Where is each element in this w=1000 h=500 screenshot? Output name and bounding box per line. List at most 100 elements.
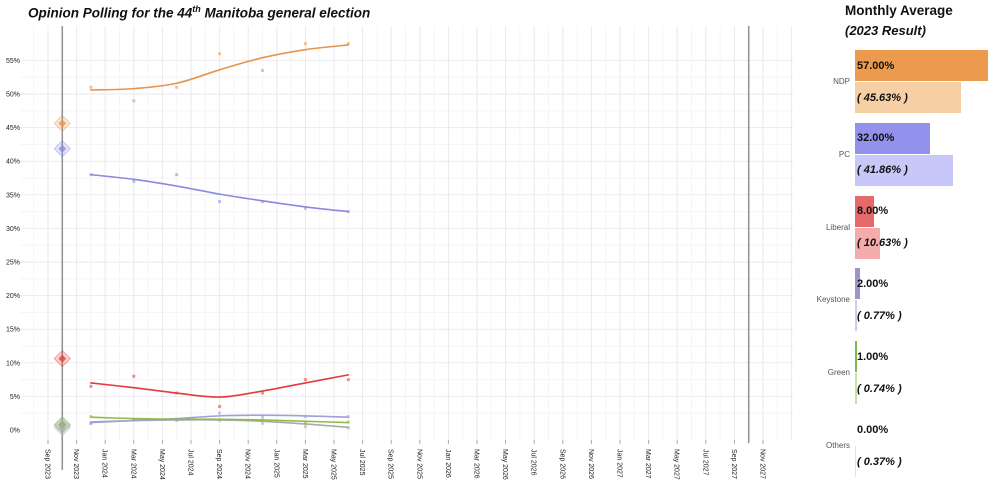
trend-line-green [90,416,350,424]
poll-point [132,179,136,183]
poll-point [346,378,350,382]
election-result-value: ( 41.86% ) [857,164,908,177]
series-ndp [89,42,350,103]
monthly-average-value: 2.00% [857,277,889,290]
x-tick-label: Mar 2027 [644,449,651,479]
x-tick-label: Mar 2025 [301,449,308,479]
x-tick-label: May 2027 [673,449,680,480]
series-pc [89,173,350,214]
x-tick-label: Jul 2025 [358,449,365,476]
panel-subtitle: (2023 Result) [845,23,926,38]
result-diamond-inner [58,354,67,363]
monthly-average-value: 32.00% [857,132,895,145]
x-tick-label: Jan 2027 [616,449,623,478]
poll-point [303,206,307,210]
chart-title-prefix: Opinion Polling for the 44 [28,5,193,21]
election-result-bar [855,227,880,259]
party-group-liberal: Liberal 8.00% ( 10.63% ) [800,195,1000,260]
y-tick-label: 5% [10,394,20,401]
gridlines [20,26,793,440]
chart-title-suffix: Manitoba general election [200,5,371,21]
y-tick-label: 25% [6,260,20,267]
polling-trend-chart: Sep 2023 Nov 2023 Jan 2024 Mar 2024 May 2024… [6,26,793,480]
party-label: Keystone [816,295,850,305]
poll-point [303,421,307,425]
election-result-value: ( 45.63% ) [857,91,908,104]
x-tick-label: Sep 2023 [44,449,51,479]
chart-title: Opinion Polling for the 44th Manitoba ge… [28,4,370,21]
x-tick-label: Sep 2026 [558,449,565,479]
x-tick-label: May 2025 [330,449,337,480]
x-tick-label: Nov 2027 [759,449,766,479]
monthly-average-bar [855,268,860,300]
poll-point [175,85,179,89]
y-tick-label: 10% [6,360,20,367]
x-tick-label: Sep 2027 [730,449,737,479]
poll-point [89,384,93,388]
poll-point [132,418,136,422]
result-diamond-inner [58,423,67,432]
x-tick-label: Jan 2026 [444,449,451,478]
monthly-average-bar [855,341,858,373]
election-result-bar [855,82,962,113]
chart-title-superscript: th [192,4,201,14]
election-result-value: ( 0.37% ) [857,455,902,468]
y-tick-label: 50% [6,92,20,99]
x-tick-label: Jan 2024 [101,449,108,478]
party-label: Green [827,368,850,378]
x-tick-label: Jan 2025 [272,449,279,478]
y-tick-label: 45% [6,125,20,132]
poll-point [175,173,179,177]
party-label: PC [838,149,850,159]
election-result-bar [855,154,953,186]
series-liberal [89,374,350,408]
poll-point [218,200,222,204]
y-tick-label: 35% [6,192,20,199]
monthly-average-bar [855,122,930,154]
monthly-average-panel: Monthly Average (2023 Result) NDP 57.00% (… [800,0,1000,500]
x-tick-label: May 2024 [158,449,165,480]
poll-point [346,42,350,46]
election-result-value: ( 0.74% ) [857,382,902,395]
trend-line-ndp [90,44,350,91]
poll-point [261,421,264,425]
x-tick-label: Mar 2026 [473,449,480,479]
poll-point [261,68,264,72]
y-tick-label: 0% [10,428,20,435]
x-tick-label: Sep 2024 [215,449,222,479]
party-group-keystone: Keystone 2.00% ( 0.77% ) [800,268,1000,332]
y-tick-label: 55% [6,58,20,65]
poll-point [303,378,307,382]
y-axis-labels: 0% 5% 10% 15% 20% 25% 30% 35% 40% 45% 50% 55% [6,58,20,435]
monthly-average-value: 1.00% [857,350,889,363]
x-tick-label: Jul 2024 [187,449,194,476]
poll-point [132,374,136,378]
election-2023-result-markers [53,114,72,437]
trend-line-pc [90,173,350,213]
x-tick-label: Mar 2024 [129,449,136,479]
poll-point [218,404,222,408]
party-group-green: Green 1.00% ( 0.74% ) [800,341,1000,405]
y-tick-label: 20% [6,293,20,300]
party-group-others: Others 0.00% ( 0.37% ) [800,414,1000,478]
poll-point [89,85,93,89]
poll-point [218,52,222,56]
x-tick-label: May 2026 [501,449,508,480]
x-tick-label: Nov 2024 [244,449,251,479]
poll-point [218,411,222,415]
party-group-pc: PC 32.00% ( 41.86% ) [800,122,1000,187]
poll-point [261,415,264,419]
monthly-average-bar [855,50,988,81]
y-tick-label: 40% [6,159,20,166]
panel-title: Monthly Average [845,3,953,18]
party-group-ndp: NDP 57.00% ( 45.63% ) [800,50,1000,114]
election-result-bar [855,300,857,332]
x-tick-label: Nov 2023 [72,449,79,479]
monthly-average-value: 57.00% [857,59,895,72]
result-diamond-inner [58,119,67,128]
result-diamond-inner [58,144,67,153]
election-result-bar [855,446,856,477]
x-tick-label: Nov 2026 [587,449,594,479]
party-label: Others [825,441,850,450]
